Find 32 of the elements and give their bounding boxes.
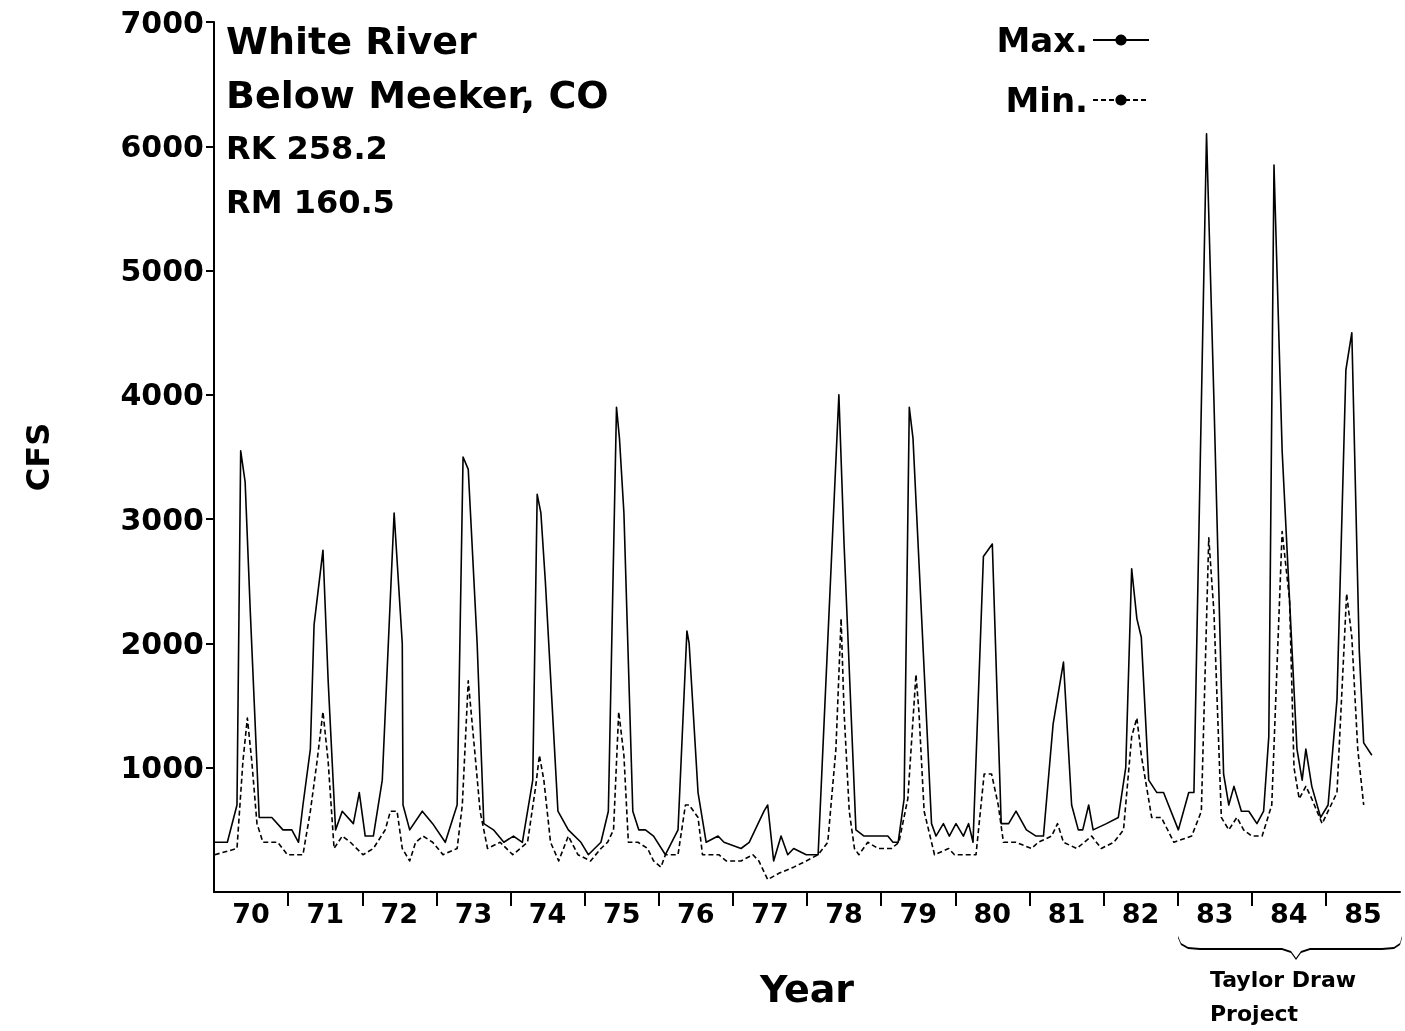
text: Below Meeker, CO [226, 73, 609, 117]
x-tick-label: 74 [528, 898, 567, 929]
x-tick-label: 85 [1344, 898, 1382, 929]
x-tick-label: 84 [1270, 898, 1308, 929]
x-tick-label: 78 [825, 898, 863, 929]
x-tick-label: 83 [1195, 898, 1234, 929]
x-tick-label: 79 [899, 898, 937, 929]
x-tick-label: 80 [973, 898, 1012, 929]
legend-label: Max. [996, 20, 1088, 60]
x-tick-label: 72 [380, 898, 419, 929]
x-tick-label: 75 [602, 898, 641, 929]
y-axis-title: CFS [19, 422, 57, 492]
annotation: RK 258.2 [226, 129, 388, 167]
x-tick-label: 81 [1047, 898, 1086, 929]
x-tick-label: 70 [232, 898, 270, 929]
text: Taylor Draw Project [1210, 966, 1357, 1026]
x-axis-title: Year [758, 967, 855, 1011]
x-tick-label: 73 [454, 898, 493, 929]
y-tick-label: 4000 [120, 377, 204, 413]
x-tick-label: 82 [1121, 898, 1160, 929]
legend-label: Min. [1005, 80, 1088, 120]
y-tick-label: 6000 [120, 128, 204, 164]
y-tick-label: 1000 [120, 750, 204, 786]
y-tick-label: 3000 [120, 501, 204, 537]
y-tick-label: 7000 [120, 4, 204, 40]
chart-title: White River [226, 19, 477, 63]
annotation: RM 160.5 [226, 183, 395, 221]
x-tick-label: 77 [751, 898, 789, 929]
y-tick-label: 5000 [120, 253, 204, 289]
x-tick-label: 76 [677, 898, 715, 929]
x-tick-label: 71 [306, 898, 344, 929]
y-tick-label: 2000 [120, 625, 204, 661]
